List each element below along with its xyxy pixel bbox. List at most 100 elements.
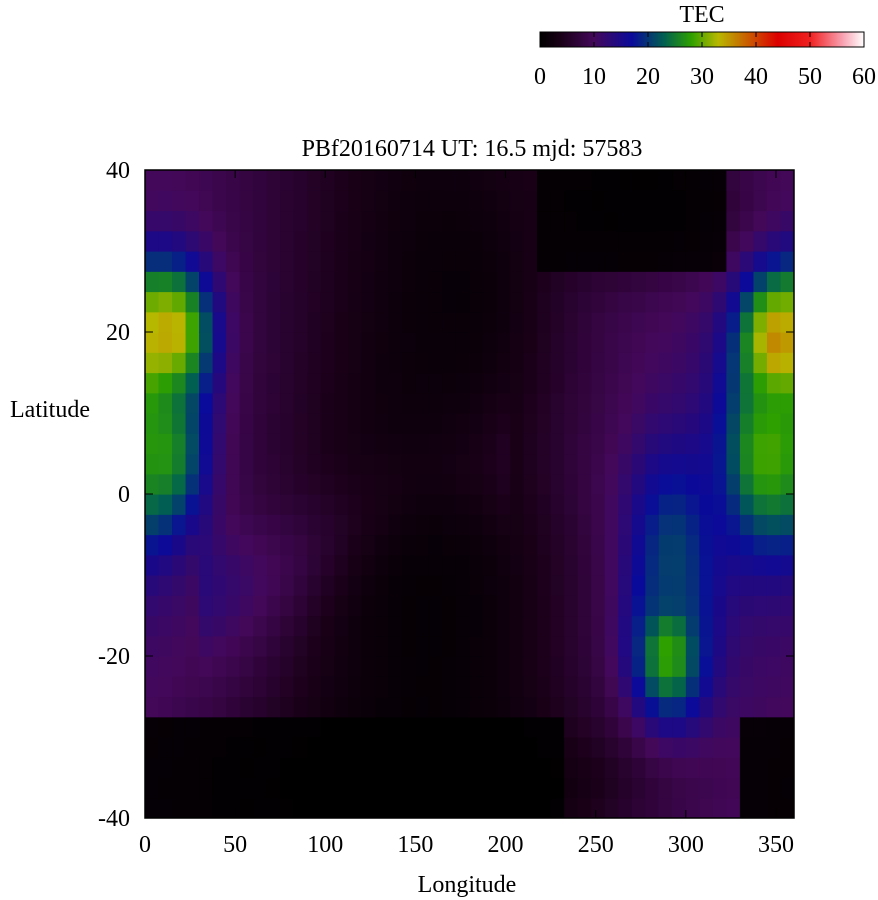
heatmap-cell: [253, 757, 268, 779]
heatmap-cell: [401, 170, 417, 191]
heatmap-cell: [266, 291, 281, 313]
heatmap-cell: [712, 676, 727, 698]
heatmap-cell: [212, 656, 227, 677]
heatmap-cell: [428, 615, 444, 637]
heatmap-cell: [564, 737, 579, 758]
heatmap-cell: [672, 352, 687, 374]
heatmap-cell: [699, 413, 714, 434]
heatmap-cell: [253, 251, 268, 272]
heatmap-cell: [361, 311, 376, 333]
heatmap-cell: [658, 332, 673, 353]
y-axis-label: Latitude: [10, 397, 90, 423]
heatmap-cell: [510, 716, 525, 738]
heatmap-cell: [483, 696, 498, 718]
heatmap-cell: [483, 473, 498, 495]
heatmap-cell: [388, 190, 403, 212]
heatmap-cell: [374, 352, 389, 374]
heatmap-cell: [739, 271, 755, 293]
heatmap-cell: [712, 311, 727, 333]
heatmap-cell: [334, 190, 349, 212]
heatmap-cell: [347, 676, 362, 698]
heatmap-cell: [212, 514, 227, 536]
heatmap-cell: [564, 271, 579, 293]
heatmap-cell: [604, 453, 619, 475]
heatmap-cell: [658, 251, 673, 272]
heatmap-cell: [658, 271, 673, 293]
heatmap-cell: [739, 251, 755, 272]
heatmap-cell: [496, 656, 511, 677]
heatmap-cell: [334, 210, 349, 232]
heatmap-cell: [374, 230, 389, 252]
heatmap-cell: [699, 716, 714, 738]
heatmap-cell: [712, 210, 727, 232]
heatmap-cell: [442, 311, 457, 333]
heatmap-cell: [347, 453, 362, 475]
heatmap-cell: [564, 777, 579, 799]
heatmap-cell: [496, 575, 511, 596]
heatmap-cell: [388, 575, 403, 596]
heatmap-cell: [158, 797, 173, 818]
heatmap-cell: [604, 554, 619, 576]
heatmap-cell: [280, 635, 295, 657]
heatmap-cell: [753, 332, 768, 353]
heatmap-cell: [780, 311, 794, 333]
heatmap-cell: [604, 656, 619, 677]
heatmap-cell: [766, 210, 782, 232]
heatmap-cell: [158, 494, 173, 515]
heatmap-cell: [199, 453, 214, 475]
heatmap-cell: [726, 635, 741, 657]
heatmap-cell: [347, 656, 362, 677]
heatmap-cell: [428, 656, 444, 677]
heatmap-cell: [212, 170, 227, 191]
heatmap-cell: [361, 757, 376, 779]
heatmap-cell: [401, 413, 417, 434]
heatmap-cell: [266, 514, 281, 536]
heatmap-cell: [374, 716, 389, 738]
heatmap-cell: [361, 291, 376, 313]
heatmap-cell: [226, 635, 241, 657]
heatmap-cell: [226, 170, 241, 191]
heatmap-cell: [483, 372, 498, 394]
heatmap-cell: [307, 332, 322, 353]
heatmap-cell: [455, 473, 471, 495]
heatmap-cell: [766, 757, 782, 779]
heatmap-cell: [158, 190, 173, 212]
heatmap-cell: [658, 696, 673, 718]
heatmap-cell: [199, 251, 214, 272]
heatmap-cell: [753, 676, 768, 698]
heatmap-cell: [158, 534, 173, 556]
heatmap-cell: [320, 210, 335, 232]
heatmap-cell: [685, 352, 700, 374]
heatmap-cell: [145, 797, 160, 818]
heatmap-cell: [347, 311, 362, 333]
heatmap-cell: [334, 514, 349, 536]
heatmap-cell: [591, 757, 606, 779]
heatmap-cell: [780, 514, 794, 536]
heatmap-cell: [753, 210, 768, 232]
heatmap-cell: [212, 575, 227, 596]
heatmap-cell: [510, 332, 525, 353]
heatmap-cell: [172, 534, 187, 556]
heatmap-cell: [523, 514, 538, 536]
heatmap-cell: [739, 332, 755, 353]
heatmap-cell: [510, 453, 525, 475]
heatmap-cell: [712, 595, 727, 617]
heatmap-cell: [631, 534, 646, 556]
heatmap-cell: [320, 777, 335, 799]
heatmap-cell: [212, 797, 227, 818]
heatmap-cell: [388, 635, 403, 657]
heatmap-cell: [307, 251, 322, 272]
heatmap-cell: [685, 271, 700, 293]
heatmap-cell: [347, 271, 362, 293]
heatmap-cell: [564, 575, 579, 596]
heatmap-cell: [334, 575, 349, 596]
heatmap-cell: [388, 696, 403, 718]
heatmap-cell: [645, 554, 660, 576]
heatmap-cell: [483, 676, 498, 698]
x-tick-label: 50: [223, 832, 247, 858]
heatmap-cell: [253, 291, 268, 313]
heatmap-cell: [523, 797, 538, 818]
heatmap-cell: [239, 332, 254, 353]
heatmap-cell: [712, 757, 727, 779]
heatmap-cell: [415, 696, 430, 718]
